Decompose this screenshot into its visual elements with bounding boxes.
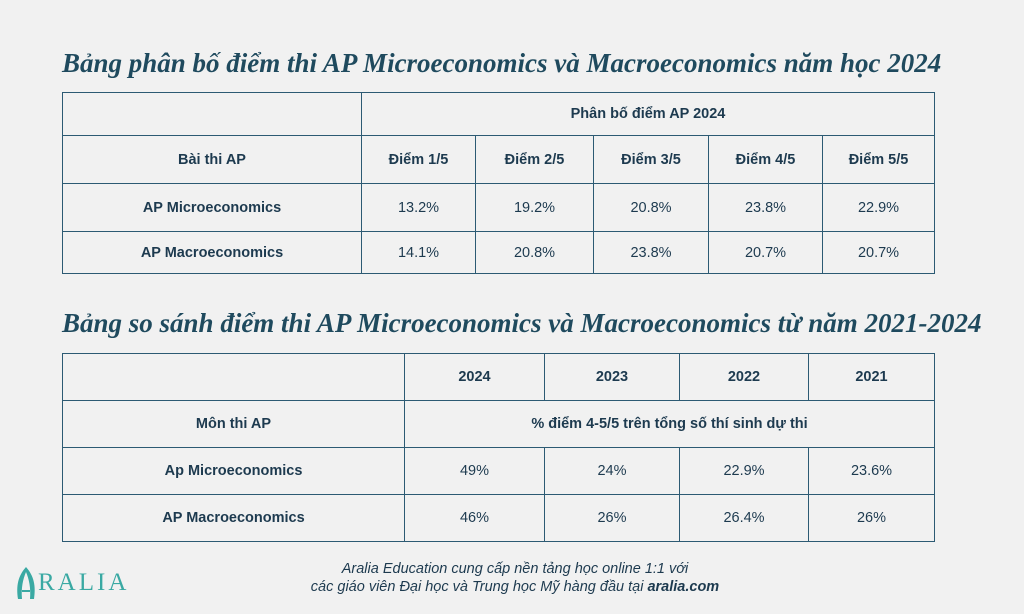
table-cell: 20.8% <box>593 183 709 232</box>
table-cell: 14.1% <box>361 231 476 274</box>
year-header: 2023 <box>544 353 680 401</box>
table-row: AP Macroeconomics 46% 26% 26.4% 26% <box>62 494 935 542</box>
column-header-subject: Môn thi AP <box>62 400 405 448</box>
row-header: AP Microeconomics <box>62 183 362 232</box>
table-cell: 26% <box>808 494 935 542</box>
table-cell: 19.2% <box>475 183 594 232</box>
table-row: AP Microeconomics 13.2% 19.2% 20.8% 23.8… <box>62 183 936 232</box>
footer-line2-text: các giáo viên Đại học và Trung học Mỹ hà… <box>310 579 648 595</box>
table-cell: 20.8% <box>475 231 594 274</box>
year-header: 2021 <box>808 353 935 401</box>
aralia-logo: RALIA <box>14 566 129 600</box>
table-cell: 26% <box>544 494 680 542</box>
table-row: AP Macroeconomics 14.1% 20.8% 23.8% 20.7… <box>62 231 936 274</box>
column-header: Điểm 2/5 <box>475 135 594 184</box>
column-header: Điểm 3/5 <box>593 135 709 184</box>
table-cell: 23.8% <box>708 183 823 232</box>
table-cell: 13.2% <box>361 183 476 232</box>
empty-corner-cell <box>62 353 405 401</box>
score-distribution-table: Phân bố điểm AP 2024 Bài thi AP Điểm 1/5… <box>62 92 936 274</box>
table-cell: 46% <box>404 494 545 542</box>
row-header: Ap Microeconomics <box>62 447 405 495</box>
table-cell: 22.9% <box>821 183 936 232</box>
row-header: AP Macroeconomics <box>62 231 362 274</box>
column-header: Điểm 5/5 <box>821 135 936 184</box>
column-header-exam: Bài thi AP <box>62 135 362 184</box>
logo-text: RALIA <box>38 569 130 596</box>
year-header: 2024 <box>404 353 545 401</box>
footer-line1: Aralia Education cung cấp nền tảng học o… <box>341 561 689 577</box>
row-header: AP Macroeconomics <box>62 494 405 542</box>
table-row: Ap Microeconomics 49% 24% 22.9% 23.6% <box>62 447 935 495</box>
table-cell: 22.9% <box>679 447 809 495</box>
footer-note: Aralia Education cung cấp nền tảng học o… <box>260 560 770 596</box>
score-comparison-table: 2024 2023 2022 2021 Môn thi AP % điểm 4-… <box>62 353 935 542</box>
percentage-subheader: % điểm 4-5/5 trên tổng số thí sinh dự th… <box>404 400 935 448</box>
empty-corner-cell <box>62 92 362 136</box>
table2-title: Bảng so sánh điểm thi AP Microeconomics … <box>62 308 982 338</box>
table-cell: 20.7% <box>821 231 936 274</box>
table1-title: Bảng phân bố điểm thi AP Microeconomics … <box>62 48 942 78</box>
group-header: Phân bố điểm AP 2024 <box>360 92 936 136</box>
column-header: Điểm 1/5 <box>361 135 476 184</box>
aralia-link[interactable]: aralia.com <box>647 579 720 595</box>
table-cell: 26.4% <box>679 494 809 542</box>
table-cell: 24% <box>544 447 680 495</box>
footer-line2: các giáo viên Đại học và Trung học Mỹ hà… <box>260 578 770 596</box>
table-cell: 49% <box>404 447 545 495</box>
aralia-leaf-icon <box>17 567 35 599</box>
table-cell: 23.8% <box>593 231 709 274</box>
year-header: 2022 <box>679 353 809 401</box>
column-header: Điểm 4/5 <box>708 135 823 184</box>
table-cell: 23.6% <box>808 447 935 495</box>
table-cell: 20.7% <box>708 231 823 274</box>
